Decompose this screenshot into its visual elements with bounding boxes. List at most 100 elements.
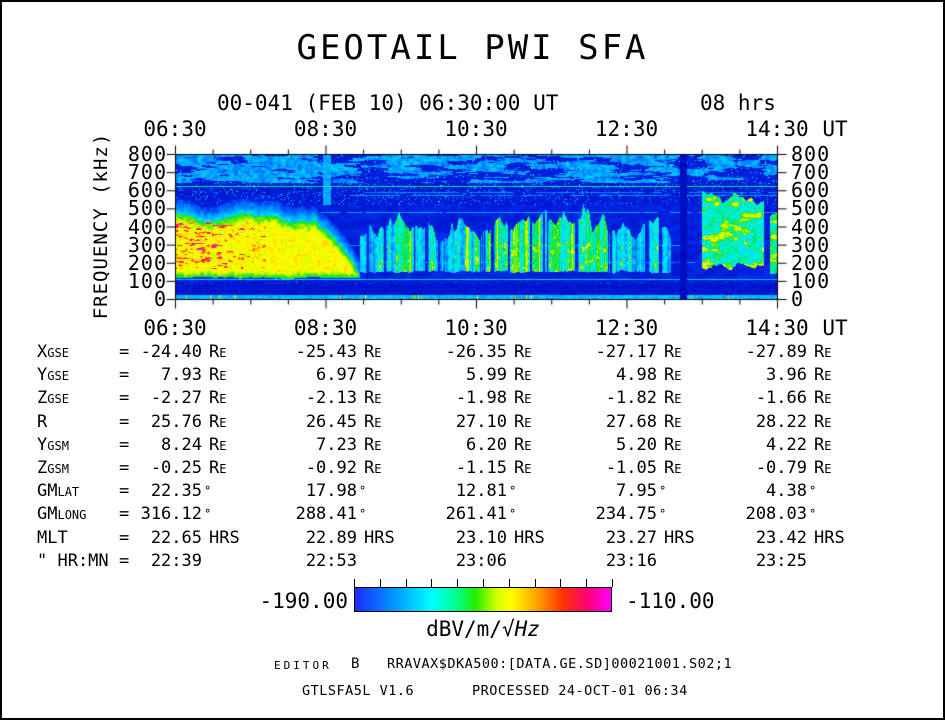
unit-re-main: R [209,365,220,386]
ephemeris-value: 26.45 [305,411,357,432]
eph-label-subscript: GSM [47,438,69,453]
unit-re-subscript: E [219,415,227,430]
ephemeris-unit-re: RE [814,412,831,433]
ephemeris-value: 23:16 [605,550,657,571]
ephemeris-value: 6.20 [466,434,507,455]
ephemeris-unit-re: RE [364,365,381,386]
degree-symbol: ° [659,484,667,499]
freq-tick-label-left: 700 [127,160,167,185]
time-axis-label: 10:30 [444,316,508,340]
ephemeris-value: 22:39 [150,550,202,571]
ephemeris-unit-re: RE [664,365,681,386]
colorbar-unit-prefix: dBV/m/ [426,617,502,641]
unit-re-subscript: E [674,392,682,407]
degree-symbol: ° [659,507,667,522]
ephemeris-unit-re: RE [514,388,531,409]
ephemeris-value: -1.98 [455,388,507,409]
ephemeris-value: -0.79 [755,458,807,478]
time-axis-label: 14:30 [745,316,809,340]
ephemeris-value: 25.76 [150,411,202,432]
freq-tick-label-left: 600 [127,178,167,203]
ephemeris-unit-re: RE [364,388,381,409]
colorbar-tick [612,579,613,587]
time-axis-label: 08:30 [293,117,358,141]
ephemeris-value: 8.24 [161,434,202,455]
ephemeris-unit-degree: ° [809,481,816,505]
ephemeris-unit-degree: ° [359,481,366,505]
ephemeris-unit-re: RE [814,435,831,456]
eph-label-subscript: GSE [47,392,69,407]
unit-re-main: R [364,388,375,409]
unit-re-subscript: E [219,462,227,476]
unit-re-subscript: E [219,392,227,407]
ephemeris-value: -1.15 [455,458,507,478]
unit-re-main: R [209,458,220,478]
ephemeris-unit-hours: HRS [514,527,545,548]
ephemeris-unit-re: RE [814,388,831,409]
unit-re-main: R [514,434,525,455]
colorbar-tick [431,579,433,587]
eph-label-main: Z [37,388,48,409]
ephemeris-unit-re: RE [514,458,531,479]
ephemeris-value: 5.20 [616,434,657,455]
unit-re-main: R [364,365,375,386]
freq-tick-label-left: 800 [127,142,167,166]
unit-re-subscript: E [374,392,382,407]
unit-re-subscript: E [374,415,382,430]
unit-re-subscript: E [524,415,532,430]
ephemeris-value: 4.98 [616,365,657,386]
ephemeris-value: 27.68 [605,411,657,432]
colorbar-tick [560,579,562,587]
unit-re-subscript: E [374,369,382,384]
time-axis-label: 12:30 [594,117,659,141]
time-axis-label: 14:30 [745,117,809,141]
ephemeris-value: -2.13 [305,388,357,409]
eph-label-main: GM [37,504,58,525]
ephemeris-value: -25.43 [295,342,357,362]
unit-re-main: R [514,411,525,432]
ephemeris-unit-re: RE [209,342,226,363]
unit-re-subscript: E [824,438,832,453]
ephemeris-value: 261.41 [445,504,507,525]
unit-re-main: R [814,411,825,432]
colorbar-tick [534,579,536,587]
footer-editor-value: B [351,656,360,672]
ephemeris-unit-degree: ° [809,504,816,528]
freq-tick-label-right: 700 [791,160,831,185]
unit-re-subscript: E [524,392,532,407]
freq-tick-label-left: 300 [127,232,167,257]
ephemeris-value: 23.10 [455,527,507,548]
ephemeris-value: -2.27 [150,388,202,409]
ephemeris-equals: = [119,504,130,525]
unit-re-main: R [364,434,375,455]
unit-re-main: R [814,458,825,478]
ephemeris-equals: = [119,527,130,548]
unit-re-main: R [664,342,675,362]
eph-label-subscript: LONG [57,508,87,523]
ephemeris-unit-re: RE [209,435,226,456]
ephemeris-unit-re: RE [364,435,381,456]
ephemeris-unit-re: RE [364,458,381,479]
eph-label-main: GM [37,481,58,502]
ephemeris-unit-degree: ° [204,481,211,505]
eph-label-main: R [37,411,48,432]
ephemeris-equals: = [119,342,130,362]
footer-editor-label: EDITOR [274,659,332,672]
ephemeris-value: 4.22 [766,434,807,455]
ephemeris-unit-re: RE [664,435,681,456]
ephemeris-unit-hours: HRS [209,527,240,548]
ephemeris-unit-re: RE [514,365,531,386]
ephemeris-unit-re: RE [514,412,531,433]
unit-re-main: R [209,388,220,409]
ephemeris-value: -27.17 [595,342,657,362]
page-title: GEOTAIL PWI SFA [296,28,649,68]
ephemeris-unit-degree: ° [659,481,666,505]
ephemeris-value: 234.75 [595,504,657,525]
unit-re-main: R [664,434,675,455]
unit-re-subscript: E [524,462,532,476]
ephemeris-row-label: " HR:MN [37,551,109,571]
ephemeris-row-label: R [37,412,47,432]
unit-re-subscript: E [824,392,832,407]
unit-re-main: R [514,458,525,478]
ephemeris-unit-degree: ° [359,504,366,528]
